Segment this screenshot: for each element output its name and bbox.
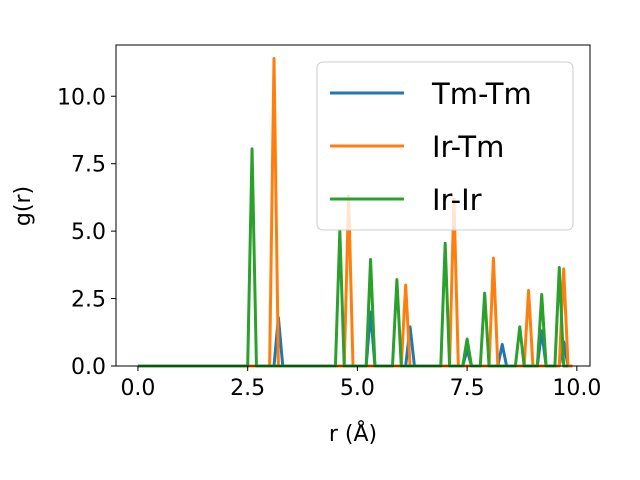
- legend: Tm-Tm Ir-Tm Ir-Ir: [316, 61, 574, 231]
- legend-items: Tm-Tm Ir-Tm Ir-Ir: [330, 77, 532, 217]
- x-axis-title: r (Å): [329, 420, 377, 447]
- y-tick-label: 0.0: [71, 355, 106, 380]
- y-tick-label: 2.5: [71, 288, 106, 313]
- x-tick-label: 5.0: [340, 376, 375, 401]
- x-axis: 0.0 2.5 5.0 7.5 10.0: [120, 366, 601, 401]
- y-axis-title: g(r): [11, 186, 36, 226]
- x-tick-label: 7.5: [450, 376, 485, 401]
- x-tick-label: 2.5: [230, 376, 265, 401]
- legend-label-tm-tm: Tm-Tm: [431, 77, 532, 111]
- y-tick-label: 5.0: [71, 220, 106, 245]
- x-tick-label: 0.0: [120, 376, 155, 401]
- x-tick-label: 10.0: [552, 376, 601, 401]
- y-tick-label: 7.5: [71, 153, 106, 178]
- legend-label-ir-tm: Ir-Tm: [432, 130, 504, 164]
- y-axis: 0.0 2.5 5.0 7.5 10.0: [57, 85, 116, 380]
- plot-frame: [115, 44, 591, 367]
- legend-label-ir-ir: Ir-Ir: [432, 183, 482, 217]
- legend-box: [316, 61, 574, 231]
- series-line-tm-tm: [137, 310, 573, 368]
- y-tick-label: 10.0: [57, 85, 106, 110]
